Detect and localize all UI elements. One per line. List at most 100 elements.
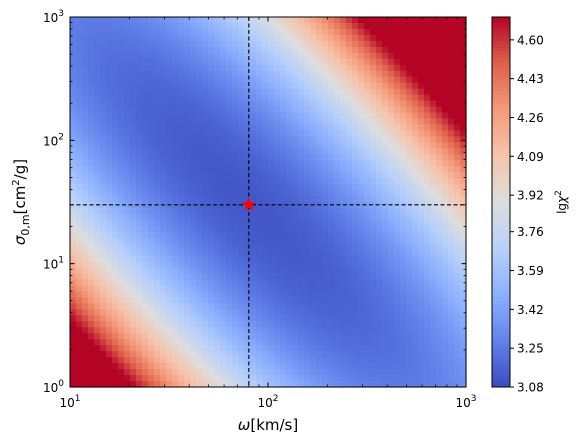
heatmap-cell [70, 112, 77, 120]
heatmap-cell [184, 112, 191, 120]
heatmap-cell [238, 178, 245, 185]
heatmap-cell [274, 82, 281, 90]
heatmap-cell [136, 34, 143, 42]
heatmap-cell [418, 357, 425, 364]
heatmap-cell [454, 130, 461, 137]
heatmap-cell [448, 178, 455, 185]
heatmap-cell [328, 46, 335, 54]
heatmap-cell [424, 40, 431, 48]
heatmap-cell [82, 142, 89, 149]
heatmap-cell [220, 339, 227, 346]
heatmap-cell [268, 88, 275, 96]
heatmap-cell [208, 357, 215, 364]
heatmap-cell [406, 345, 413, 352]
heatmap-cell [334, 28, 341, 36]
heatmap-cell [352, 160, 359, 167]
heatmap-cell [442, 279, 449, 287]
heatmap-cell [220, 196, 227, 203]
heatmap-cell [124, 178, 131, 185]
heatmap-cell [130, 249, 137, 257]
heatmap-cell [412, 225, 419, 233]
heatmap-cell [298, 52, 305, 60]
heatmap-cell [274, 231, 281, 239]
heatmap-cell [376, 160, 383, 167]
heatmap-cell [370, 207, 377, 215]
heatmap-cell [346, 124, 353, 131]
heatmap-cell [352, 22, 359, 30]
heatmap-cell [88, 136, 95, 143]
heatmap-cell [94, 172, 101, 179]
heatmap-cell [328, 273, 335, 281]
heatmap-cell [268, 184, 275, 191]
heatmap-cell [304, 172, 311, 179]
heatmap-cell [442, 28, 449, 36]
heatmap-cell [178, 207, 185, 215]
heatmap-cell [400, 22, 407, 30]
heatmap-cell [70, 172, 77, 179]
heatmap-cell [436, 106, 443, 114]
heatmap-cell [292, 172, 299, 179]
heatmap-cell [220, 279, 227, 287]
heatmap-cell [310, 327, 317, 334]
heatmap-cell [136, 249, 143, 257]
heatmap-cell [412, 363, 419, 370]
heatmap-cell [286, 70, 293, 78]
heatmap-cell [442, 237, 449, 245]
heatmap-cell [430, 34, 437, 42]
heatmap-cell [106, 118, 113, 126]
heatmap-cell [142, 22, 149, 30]
heatmap-cell [448, 249, 455, 257]
heatmap-cell [238, 190, 245, 197]
heatmap-cell [70, 291, 77, 299]
colorbar-segment [492, 97, 510, 101]
heatmap-cell [76, 178, 83, 185]
x-tick-label: 102 [257, 394, 278, 410]
heatmap-cell [340, 231, 347, 239]
heatmap-cell [184, 100, 191, 108]
heatmap-cell [298, 22, 305, 30]
heatmap-cell [76, 381, 83, 388]
heatmap-cell [124, 357, 131, 364]
heatmap-cell [82, 22, 89, 30]
heatmap-cell [298, 148, 305, 155]
heatmap-cell [358, 255, 365, 263]
heatmap-cell [280, 285, 287, 293]
heatmap-cell [460, 279, 467, 287]
heatmap-cell [268, 237, 275, 245]
heatmap-cell [436, 207, 443, 215]
heatmap-cell [160, 40, 167, 48]
heatmap-cell [274, 351, 281, 358]
heatmap-cell [430, 190, 437, 197]
heatmap-cell [70, 178, 77, 185]
heatmap-cell [202, 273, 209, 281]
heatmap-cell [214, 130, 221, 137]
heatmap-cell [172, 291, 179, 299]
heatmap-cell [388, 345, 395, 352]
heatmap-cell [94, 291, 101, 299]
heatmap-cell [256, 345, 263, 352]
heatmap-cell [328, 76, 335, 84]
heatmap-cell [436, 279, 443, 287]
heatmap-cell [196, 142, 203, 149]
heatmap-cell [430, 202, 437, 209]
heatmap-cell [244, 285, 251, 293]
heatmap-cell [376, 58, 383, 66]
heatmap-cell [268, 160, 275, 167]
heatmap-cell [100, 112, 107, 120]
heatmap-cell [148, 261, 155, 269]
heatmap-cell [298, 279, 305, 287]
heatmap-cell [88, 58, 95, 66]
heatmap-cell [388, 315, 395, 322]
heatmap-cell [214, 321, 221, 328]
heatmap-cell [382, 46, 389, 54]
heatmap-cell [130, 315, 137, 322]
heatmap-cell [160, 184, 167, 191]
heatmap-cell [334, 70, 341, 78]
heatmap-cell [118, 303, 125, 311]
heatmap-cell [274, 22, 281, 30]
heatmap-cell [190, 381, 197, 388]
heatmap-cell [424, 297, 431, 305]
heatmap-cell [178, 124, 185, 131]
heatmap-cell [442, 190, 449, 197]
heatmap-cell [322, 142, 329, 149]
